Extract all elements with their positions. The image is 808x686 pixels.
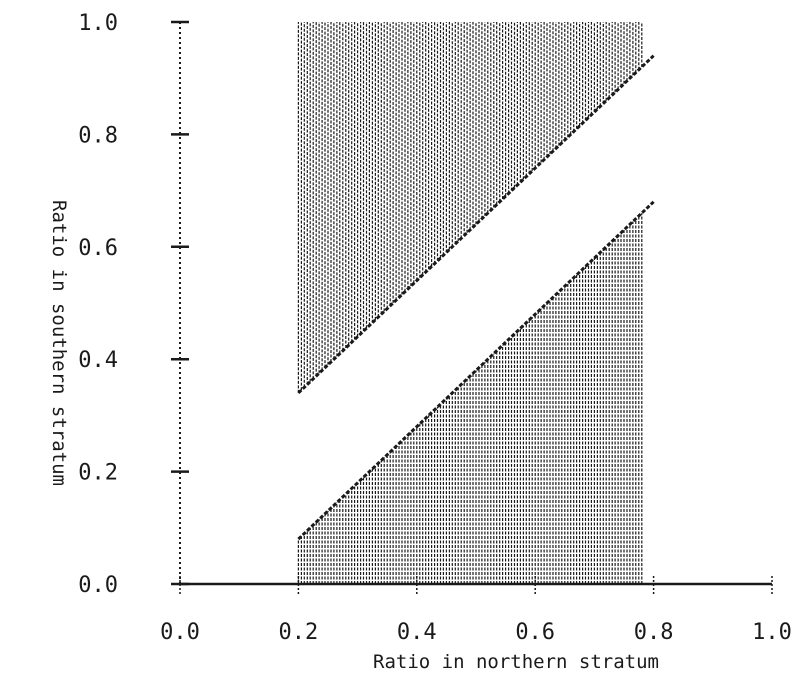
y-tick-label: 0.4	[78, 348, 118, 373]
x-axis-label: Ratio in northern stratum	[373, 651, 659, 673]
plot-area	[297, 22, 655, 584]
x-tick-label: 0.0	[160, 620, 200, 645]
y-axis-label: Ratio in southern stratum	[48, 200, 70, 486]
axes: 0.0 0.2 0.4 0.6 0.8 1.0 0.0 0.2 0.4 0.6 0.8 1.0	[78, 11, 792, 645]
region-boundary-2	[297, 200, 655, 541]
y-tick-label: 0.8	[78, 123, 118, 148]
y-tick-label: 1.0	[78, 11, 118, 36]
region-boundary-1	[297, 54, 655, 395]
x-tick-label: 0.2	[279, 620, 319, 645]
y-tick-label: 0.2	[78, 461, 118, 486]
y-tick-label: 0.0	[78, 573, 118, 598]
x-tick-label: 0.8	[634, 620, 674, 645]
x-tick-label: 1.0	[752, 620, 792, 645]
x-tick-label: 0.4	[397, 620, 437, 645]
hatched-region-1	[297, 22, 655, 395]
hatched-region-2	[297, 200, 655, 584]
y-tick-label: 0.6	[78, 236, 118, 261]
x-tick-label: 0.6	[515, 620, 555, 645]
